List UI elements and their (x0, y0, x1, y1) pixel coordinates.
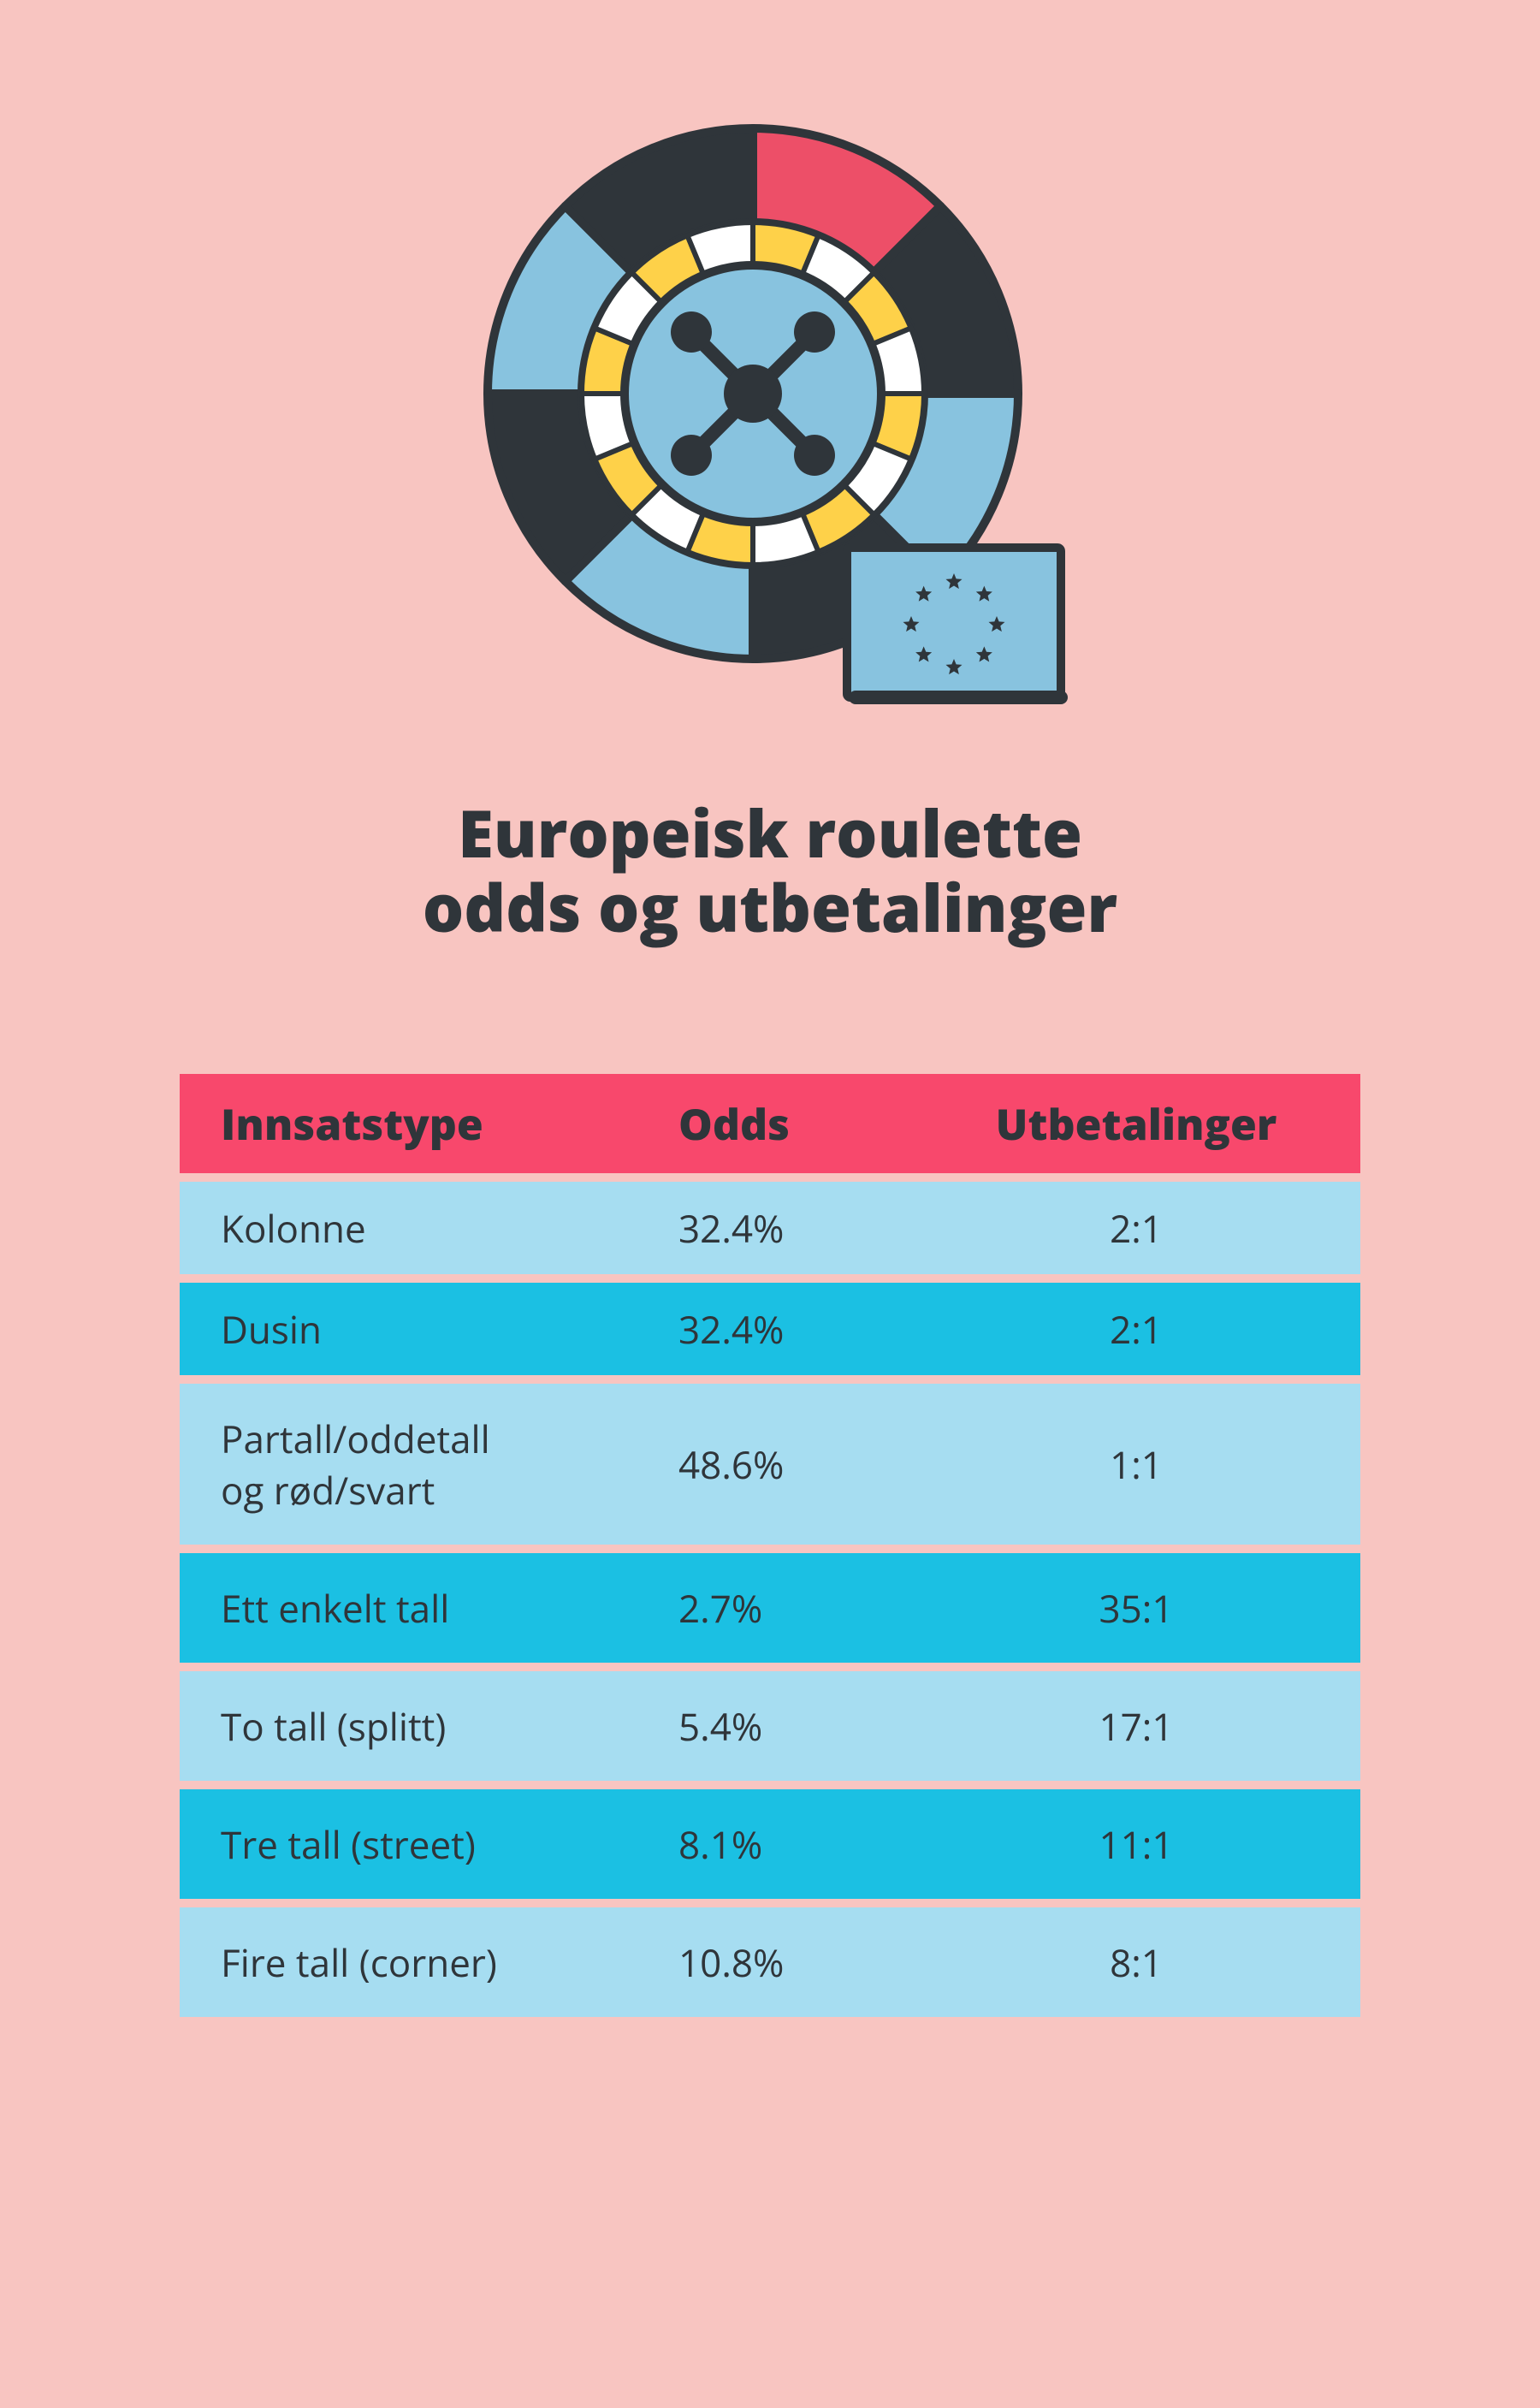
table-row: Dusin32.4%2:1 (180, 1283, 1360, 1375)
table-row: Partall/oddetallog rød/svart48.6%1:1 (180, 1384, 1360, 1545)
cell-odds: 32.4% (678, 1202, 953, 1254)
header-type: Innsatstype (221, 1094, 678, 1153)
title-line-2: odds og utbetalinger (423, 863, 1117, 952)
header-payout: Utbetalinger (953, 1094, 1319, 1153)
header-odds: Odds (678, 1094, 953, 1153)
cell-odds: 10.8% (678, 1936, 953, 1988)
page-title: Europeisk roulette odds og utbetalinger (180, 796, 1360, 946)
odds-table: Innsatstype Odds Utbetalinger Kolonne32.… (180, 1074, 1360, 2017)
table-row: Fire tall (corner)10.8%8:1 (180, 1907, 1360, 2017)
roulette-wheel-illustration (180, 103, 1360, 719)
roulette-wheel-svg (445, 103, 1095, 719)
table-row: Kolonne32.4%2:1 (180, 1182, 1360, 1274)
cell-type: Kolonne (221, 1202, 678, 1254)
cell-payout: 1:1 (953, 1438, 1319, 1490)
cell-payout: 2:1 (953, 1202, 1319, 1254)
cell-odds: 5.4% (678, 1700, 953, 1752)
cell-type: Fire tall (corner) (221, 1936, 678, 1988)
cell-type: Dusin (221, 1303, 678, 1355)
cell-odds: 2.7% (678, 1582, 953, 1634)
cell-payout: 11:1 (953, 1818, 1319, 1870)
cell-type: To tall (splitt) (221, 1700, 678, 1752)
cell-odds: 48.6% (678, 1438, 953, 1490)
cell-type: Ett enkelt tall (221, 1582, 678, 1634)
cell-odds: 8.1% (678, 1818, 953, 1870)
table-row: To tall (splitt)5.4%17:1 (180, 1671, 1360, 1781)
cell-payout: 8:1 (953, 1936, 1319, 1988)
cell-payout: 17:1 (953, 1700, 1319, 1752)
cell-odds: 32.4% (678, 1303, 953, 1355)
cell-type: Tre tall (street) (221, 1818, 678, 1870)
table-row: Tre tall (street)8.1%11:1 (180, 1789, 1360, 1899)
cell-payout: 2:1 (953, 1303, 1319, 1355)
table-header-row: Innsatstype Odds Utbetalinger (180, 1074, 1360, 1173)
cell-type: Partall/oddetallog rød/svart (221, 1413, 678, 1515)
cell-payout: 35:1 (953, 1582, 1319, 1634)
table-row: Ett enkelt tall2.7%35:1 (180, 1553, 1360, 1663)
eu-flag-icon (847, 548, 1061, 697)
